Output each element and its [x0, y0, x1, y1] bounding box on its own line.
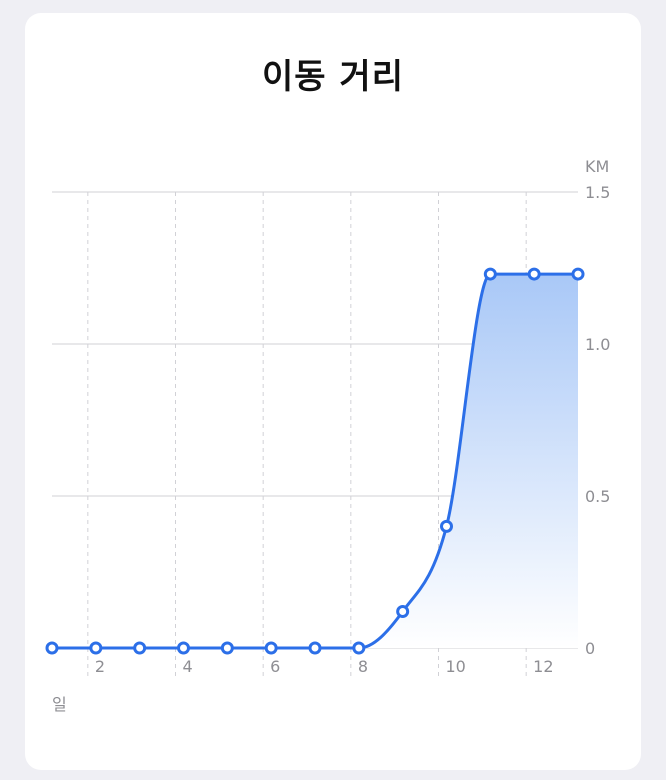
x-tick-label: 2 — [95, 657, 105, 676]
data-point[interactable] — [440, 519, 453, 533]
y-tick-label: 0 — [585, 639, 595, 658]
y-tick-label: 1.0 — [585, 335, 610, 354]
data-point[interactable] — [89, 641, 103, 655]
data-point[interactable] — [220, 641, 234, 655]
x-tick-label: 8 — [358, 657, 368, 676]
y-axis-label: KM — [585, 157, 609, 176]
data-point[interactable] — [264, 641, 278, 655]
x-tick-label: 4 — [183, 657, 193, 676]
x-tick-label: 10 — [446, 657, 466, 676]
y-tick-label: 0.5 — [585, 487, 610, 506]
y-tick-label: 1.5 — [585, 183, 610, 202]
data-point[interactable] — [527, 267, 541, 281]
data-point[interactable] — [45, 641, 59, 655]
data-point[interactable] — [308, 641, 322, 655]
page-title: 이동 거리 — [262, 57, 404, 97]
data-point[interactable] — [133, 641, 147, 655]
area-fill — [52, 274, 578, 648]
x-tick-label: 6 — [270, 657, 280, 676]
data-point[interactable] — [483, 267, 497, 281]
data-point[interactable] — [177, 641, 190, 655]
x-axis-label: 일 — [52, 695, 67, 714]
data-point[interactable] — [396, 605, 410, 619]
data-point[interactable] — [352, 641, 366, 655]
data-point[interactable] — [571, 267, 585, 281]
x-tick-label: 12 — [533, 657, 553, 676]
